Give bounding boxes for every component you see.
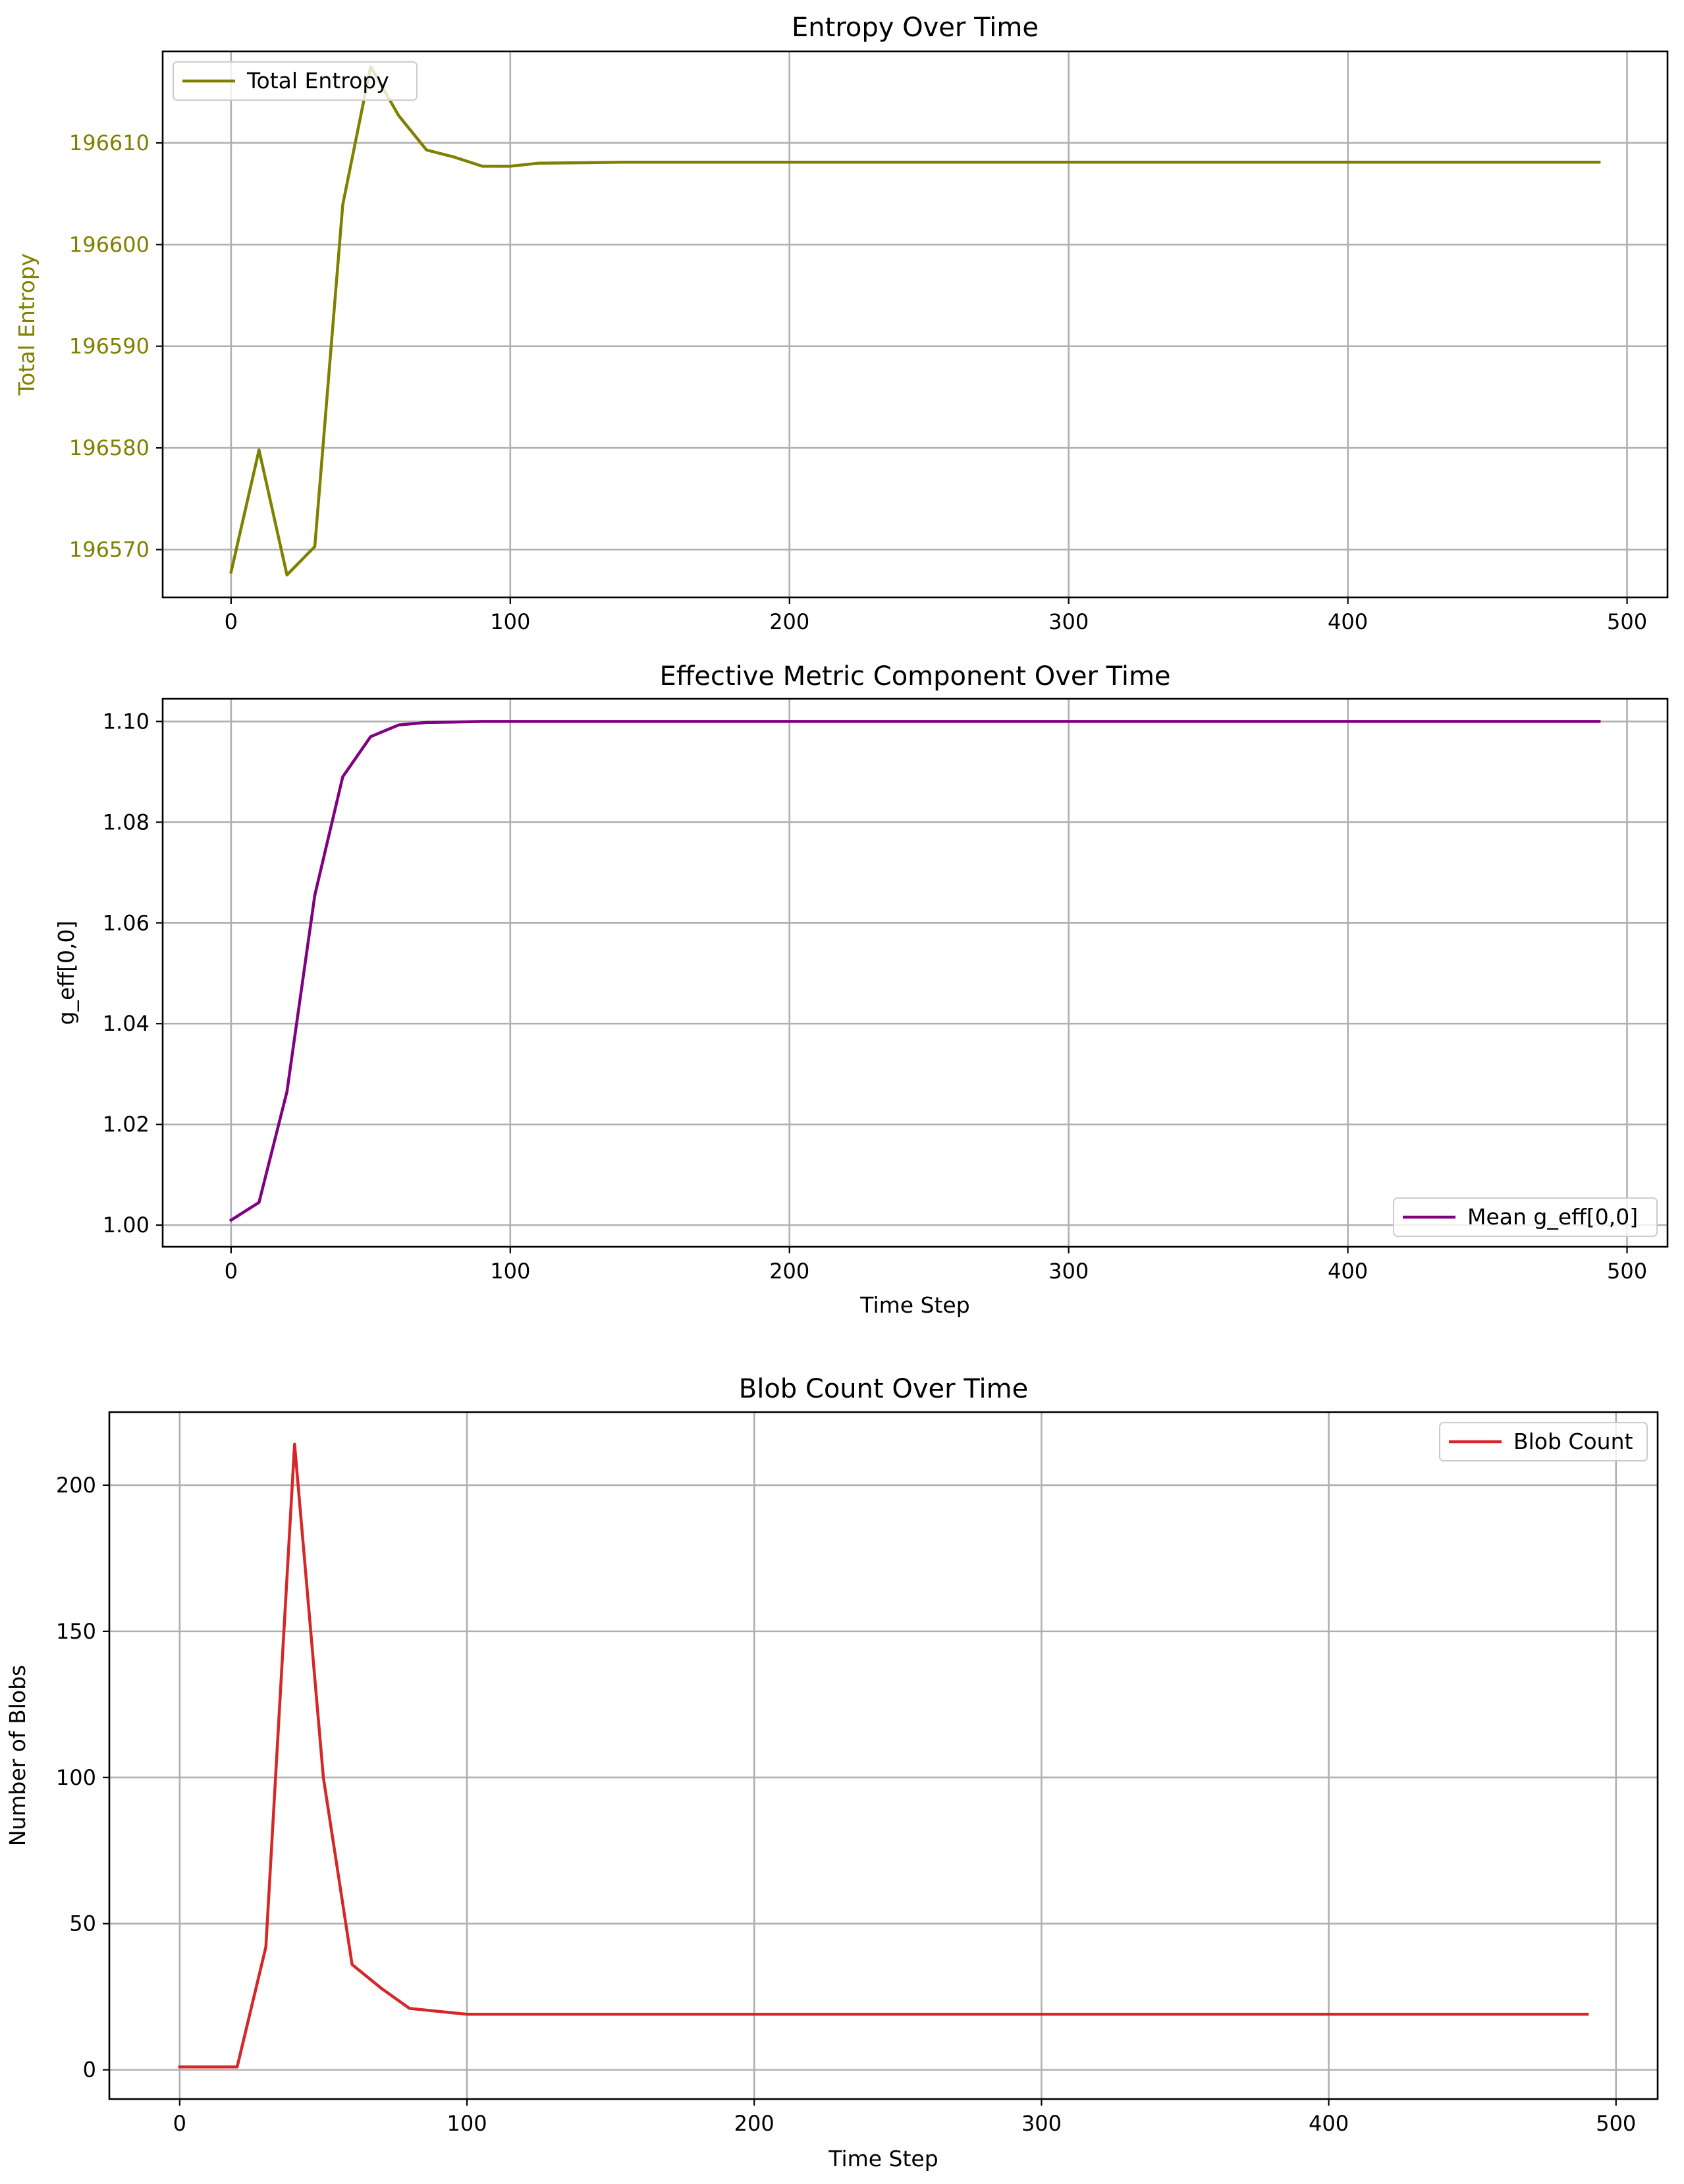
y-tick-label: 196570 (69, 537, 149, 562)
chart-3: 0 100 200 300 400 500 0 50 100 150 200 Blob Count O… (5, 1374, 1659, 2171)
x-tick-label: 200 (734, 2111, 774, 2136)
legend-label: Total Entropy (246, 68, 389, 94)
chart-title: Effective Metric Component Over Time (659, 661, 1170, 692)
y-tick-label: 1.02 (103, 1112, 149, 1137)
y-tick-label: 1.06 (103, 910, 149, 935)
x-tick-label: 500 (1607, 609, 1647, 634)
series-line (178, 1442, 1589, 2069)
legend-box (1439, 1422, 1648, 1461)
legend: Blob Count (1439, 1422, 1648, 1461)
y-tick-label: 1.00 (103, 1213, 149, 1238)
x-axis-label: Time Step (859, 1292, 969, 1318)
y-tick-label: 196580 (69, 435, 149, 460)
y-tick-label: 100 (56, 1765, 96, 1790)
chart-title: Blob Count Over Time (739, 1374, 1028, 1404)
x-tick-label: 0 (225, 1259, 238, 1284)
plot-frame (161, 697, 1669, 1248)
x-tick-label: 500 (1607, 1259, 1647, 1284)
y-axis-label: Total Entropy (14, 254, 40, 396)
x-tick-label: 300 (1048, 609, 1089, 634)
chart-1: 0 100 200 300 400 500 196570 196580 196590 196600… (14, 13, 1669, 634)
legend-label: Blob Count (1513, 1429, 1633, 1454)
legend: Total Entropy (173, 61, 418, 101)
x-tick-label: 0 (225, 609, 238, 634)
legend-box (1393, 1197, 1658, 1237)
x-tick-label: 100 (490, 1259, 530, 1284)
x-tick-label: 400 (1309, 2111, 1349, 2136)
series-line (229, 65, 1601, 577)
x-tick-label: 300 (1021, 2111, 1062, 2136)
legend: Mean g_eff[0,0] (1393, 1197, 1658, 1237)
chart-2: 0 100 200 300 400 500 1.00 1.02 1.04 1.06 1.08 1.10… (53, 661, 1669, 1318)
y-tick-label: 0 (83, 2058, 96, 2083)
y-tick-label: 1.08 (103, 809, 149, 834)
x-axis-label: Time Step (828, 2146, 938, 2171)
y-tick-label: 196600 (69, 232, 149, 257)
y-tick-label: 200 (56, 1473, 96, 1498)
y-tick-label: 196610 (69, 130, 149, 155)
plot-frame (108, 1411, 1659, 2100)
chart-title: Entropy Over Time (792, 13, 1039, 43)
x-tick-label: 200 (769, 1259, 809, 1284)
x-tick-label: 400 (1328, 609, 1368, 634)
legend-box (173, 61, 418, 101)
x-tick-label: 200 (769, 609, 809, 634)
y-tick-label: 1.10 (103, 709, 149, 734)
x-tick-label: 100 (490, 609, 530, 634)
x-tick-label: 500 (1596, 2111, 1636, 2136)
x-tick-label: 400 (1328, 1259, 1368, 1284)
plot-frame (161, 50, 1669, 599)
x-tick-label: 0 (173, 2111, 186, 2136)
y-axis-label: g_eff[0,0] (53, 921, 79, 1025)
series-line (229, 720, 1601, 1222)
y-tick-label: 50 (69, 1911, 96, 1936)
y-tick-label: 196590 (69, 334, 149, 359)
x-tick-label: 300 (1048, 1259, 1089, 1284)
legend-label: Mean g_eff[0,0] (1467, 1204, 1638, 1230)
x-tick-label: 100 (447, 2111, 487, 2136)
y-tick-label: 150 (56, 1619, 96, 1644)
y-axis-label: Number of Blobs (5, 1665, 30, 1847)
y-tick-label: 1.04 (103, 1011, 149, 1036)
